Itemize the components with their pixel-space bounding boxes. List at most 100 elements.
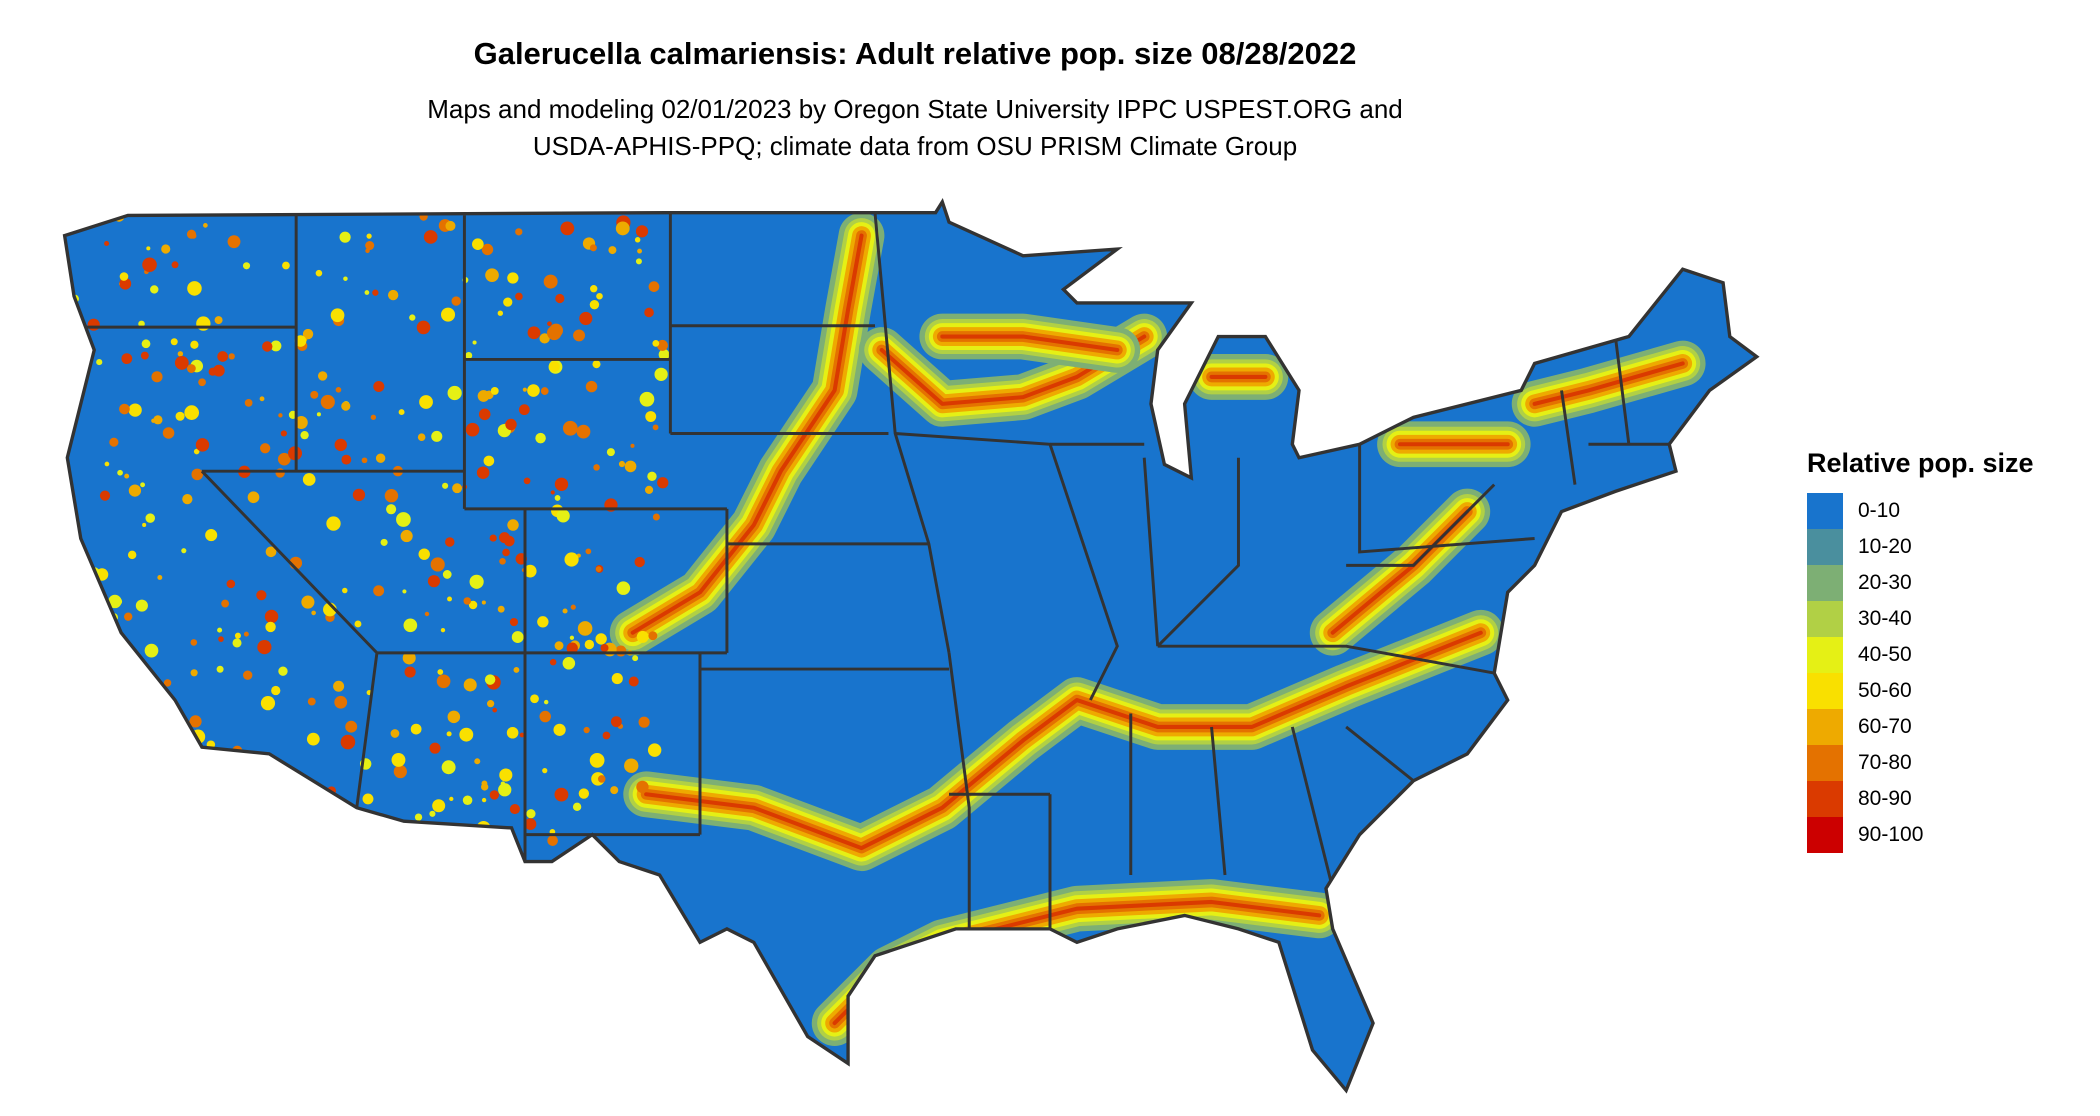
legend-item: 30-40: [1807, 601, 2034, 637]
speckle: [361, 457, 368, 464]
speckle: [549, 658, 557, 666]
speckle: [362, 793, 374, 805]
speckle: [307, 697, 316, 706]
speckle: [257, 640, 272, 655]
speckle: [447, 385, 462, 401]
speckle: [644, 485, 654, 494]
speckle: [171, 261, 179, 269]
map-subtitle-line-1: Maps and modeling 02/01/2023 by Oregon S…: [427, 94, 1403, 124]
speckle: [431, 430, 443, 442]
speckle: [583, 726, 590, 734]
speckle: [442, 570, 452, 579]
speckle: [459, 727, 474, 742]
speckle: [634, 237, 641, 243]
speckle: [129, 743, 137, 751]
legend-label: 20-30: [1858, 571, 1912, 594]
speckle: [104, 461, 110, 467]
speckle: [271, 685, 281, 696]
speckle: [70, 820, 84, 833]
legend-swatch: [1807, 529, 1843, 565]
speckle: [187, 281, 202, 296]
speckle: [506, 726, 519, 739]
speckle: [606, 448, 615, 457]
speckle: [262, 341, 273, 352]
speckle: [589, 299, 600, 310]
speckle: [511, 631, 524, 644]
speckle: [96, 358, 103, 366]
speckle: [288, 783, 300, 795]
speckle: [354, 620, 362, 628]
speckle: [408, 832, 414, 838]
speckle: [203, 223, 208, 228]
speckle: [148, 763, 163, 778]
speckle: [127, 550, 137, 560]
speckle: [277, 452, 291, 466]
speckle: [87, 318, 100, 331]
speckle: [600, 643, 609, 652]
legend-label: 70-80: [1858, 751, 1912, 774]
speckle: [300, 430, 309, 440]
legend-label: 10-20: [1858, 535, 1912, 558]
speckle: [305, 818, 314, 827]
speckle: [77, 349, 82, 355]
speckle: [499, 557, 506, 565]
speckle: [208, 367, 217, 376]
speckle: [339, 231, 351, 243]
speckle: [396, 512, 411, 527]
speckle: [190, 340, 199, 349]
speckle: [71, 543, 77, 548]
speckle: [386, 504, 397, 515]
speckle: [306, 783, 319, 797]
speckle: [364, 290, 370, 295]
speckle: [615, 221, 630, 236]
speckle: [648, 281, 660, 292]
us-land-fill: [64, 201, 1757, 1091]
speckle: [595, 633, 607, 645]
speckle: [157, 575, 163, 580]
speckle: [121, 353, 133, 365]
speckle: [88, 744, 94, 750]
speckle: [341, 401, 351, 411]
speckle: [140, 482, 146, 488]
speckle: [314, 818, 328, 832]
speckle: [375, 453, 386, 463]
speckle: [205, 529, 218, 542]
speckle: [180, 823, 191, 834]
speckle: [635, 225, 649, 238]
legend-swatch: [1807, 673, 1843, 709]
legend-item: 70-80: [1807, 745, 2034, 781]
speckle: [190, 639, 198, 646]
speckle: [190, 669, 198, 677]
speckle: [652, 424, 659, 431]
speckle: [102, 688, 111, 697]
speckle: [302, 328, 314, 340]
speckle: [390, 729, 400, 738]
speckle: [280, 430, 287, 437]
speckle: [218, 636, 224, 642]
speckle: [124, 473, 130, 479]
speckle: [145, 513, 156, 523]
speckle: [244, 399, 253, 407]
speckle: [177, 351, 184, 357]
speckle: [228, 353, 235, 360]
speckle: [635, 258, 642, 265]
speckle: [445, 220, 456, 231]
speckle: [370, 414, 377, 420]
speckle: [278, 413, 283, 418]
speckle: [403, 618, 418, 633]
speckle: [333, 680, 345, 692]
speckle: [216, 665, 224, 673]
speckle: [341, 454, 352, 465]
speckle: [543, 699, 549, 705]
speckle: [184, 405, 200, 420]
speckle: [556, 509, 570, 523]
speckle: [424, 611, 430, 617]
speckle: [402, 651, 416, 665]
speckle: [142, 522, 147, 527]
speckle: [637, 248, 642, 254]
speckle: [589, 244, 597, 252]
speckle: [427, 575, 441, 588]
western-speckles: [70, 211, 670, 846]
legend-item: 0-10: [1807, 493, 2034, 529]
